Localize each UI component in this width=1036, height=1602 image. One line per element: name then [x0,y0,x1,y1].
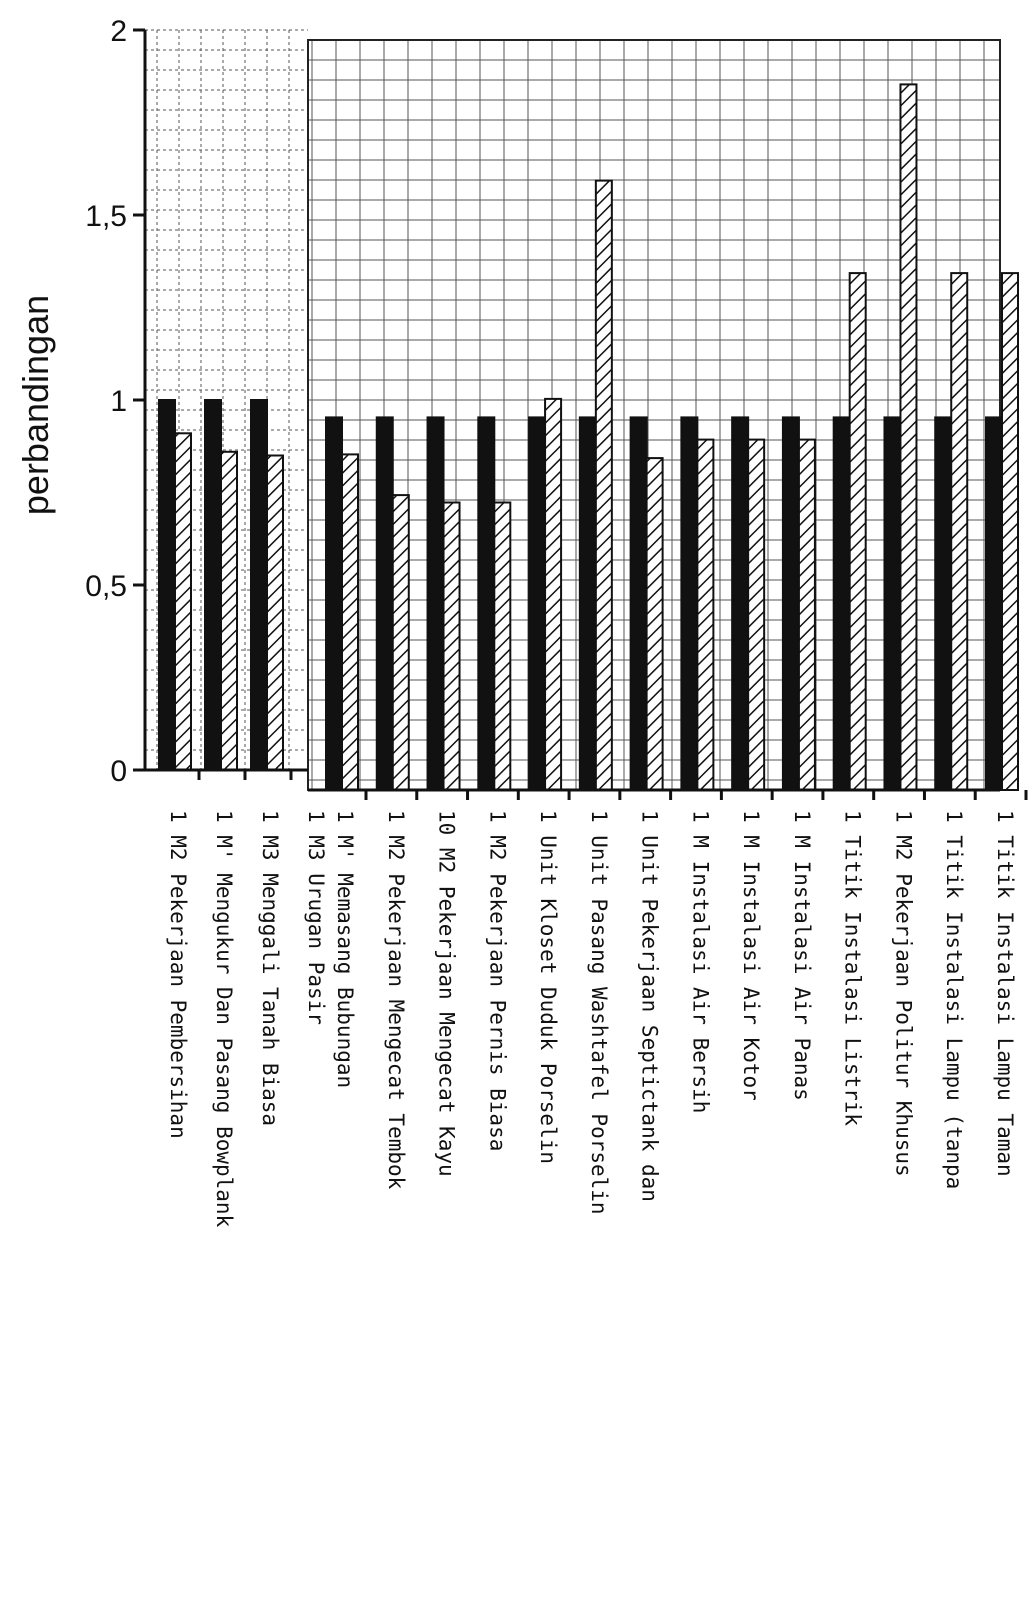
bar-hatched [848,272,867,792]
x-category-label: 1 M2 Pekerjaan Politur Khusus [891,810,915,1177]
bar-hatched [594,179,613,792]
bar-solid [158,399,176,771]
bar-solid [731,416,750,791]
bar-solid [985,416,1003,791]
bar-solid [477,416,496,791]
y-axis-label: perbandingan [15,295,56,515]
y-tick-label: 1 [110,385,127,418]
y-tick-label: 1,5 [85,200,127,233]
bar-solid [204,399,222,771]
bar-hatched [544,397,563,791]
x-category-label: 1 M2 Pekerjaan Pernis Biasa [485,810,509,1151]
bar-hatched [220,450,238,771]
x-category-label: 1 M Instalasi Air Bersih [688,810,712,1113]
bar-hatched [950,272,969,792]
bar-hatched [696,438,715,791]
bar-solid [629,416,648,791]
x-category-label: 1 M' Memasang Bubungan [333,810,357,1088]
x-category-label: 1 Unit Pasang Washtafel Porselin [587,810,611,1215]
x-category-label: 1 M3 Urugan Pasir [304,810,328,1025]
bar-hatched [266,454,284,771]
x-category-label: 1 M' Mengukur Dan Pasang Bowplank [212,810,236,1228]
y-tick-labels: 0 0,5 1 1,5 2 [85,15,127,788]
bar-hatched [1001,272,1019,792]
bar-hatched [747,438,766,791]
bars-group [158,83,1019,792]
bar-solid [934,416,953,791]
bar-solid [325,416,343,791]
y-tick-label: 0 [110,755,127,788]
bar-solid [250,399,268,771]
axes [133,28,1028,800]
x-category-labels: 1 M2 Pekerjaan Pembersihan 1 M' Mengukur … [166,810,1017,1228]
bar-hatched [174,432,192,771]
bar-hatched [645,457,664,791]
bar-hatched [899,83,918,791]
bar-hatched [442,501,461,791]
x-category-label: 1 Unit Kloset Duduk Porselin [536,810,560,1164]
bar-hatched [493,501,512,791]
x-category-label: 10 M2 Pekerjaan Mengecat Kayu [435,810,459,1177]
y-tick-label: 2 [110,15,127,48]
bar-solid [578,416,597,791]
bar-solid [375,416,394,791]
x-category-label: 1 M2 Pekerjaan Mengecat Tembok [384,810,408,1190]
bar-solid [528,416,547,791]
y-tick-label: 0,5 [85,570,127,603]
bar-hatched [391,494,410,791]
bar-solid [426,416,445,791]
bar-solid [832,416,851,791]
bar-hatched [797,438,816,791]
x-category-label: 1 M2 Pekerjaan Pembersihan [166,810,190,1139]
x-category-label: 1 M Instalasi Air Kotor [739,810,763,1101]
x-category-label: 1 M Instalasi Air Panas [790,810,814,1101]
bar-solid [680,416,699,791]
x-category-label: 1 Titik Instalasi Lampu (tanpa [942,810,966,1189]
x-category-label: 1 Titik Instalasi Listrik [841,810,865,1126]
bar-hatched [341,453,359,791]
bar-solid [781,416,800,791]
x-category-label: 1 Titik Instalasi Lampu Taman [993,810,1017,1177]
bar-solid [883,416,902,791]
x-category-label: 1 Unit Pekerjaan Septictank dan [638,810,662,1202]
x-category-label: 1 M3 Menggali Tanah Biasa [258,810,282,1126]
